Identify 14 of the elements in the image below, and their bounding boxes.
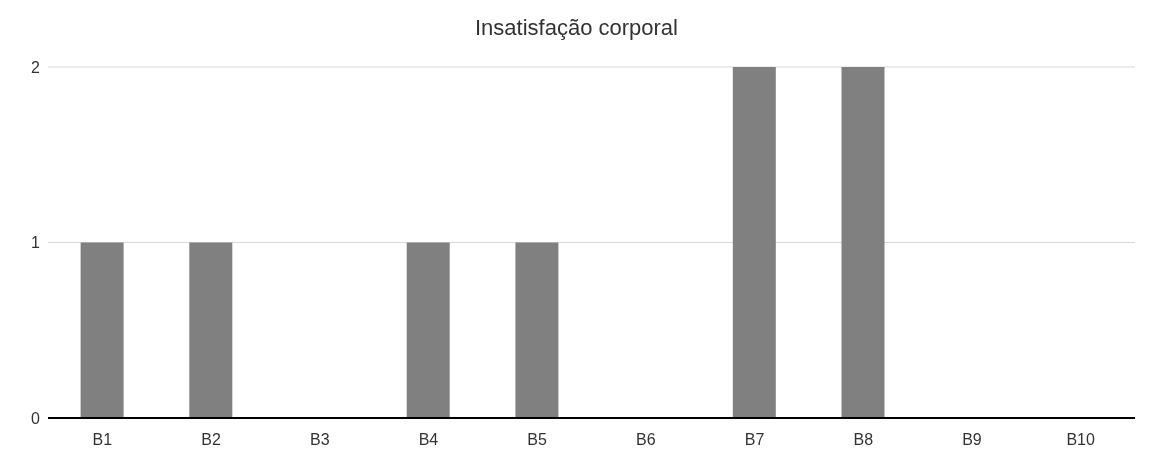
x-tick-label: B1: [92, 431, 113, 449]
x-tick-label: B2: [201, 431, 221, 449]
x-tick-label: B8: [853, 431, 874, 449]
x-tick-label: B9: [962, 431, 982, 449]
x-tick-label: B3: [309, 431, 330, 449]
y-tick-label: 2: [31, 58, 41, 76]
y-tick-label: 1: [31, 234, 41, 252]
x-tick-label: B10: [1066, 431, 1095, 449]
chart-title: Insatisfação corporal: [474, 14, 679, 42]
y-tick-label: 0: [31, 409, 41, 427]
x-tick-label: B4: [418, 431, 439, 449]
x-tick-label: B6: [636, 431, 656, 449]
x-tick-label: B5: [527, 431, 548, 449]
x-tick-label: B7: [744, 431, 765, 449]
